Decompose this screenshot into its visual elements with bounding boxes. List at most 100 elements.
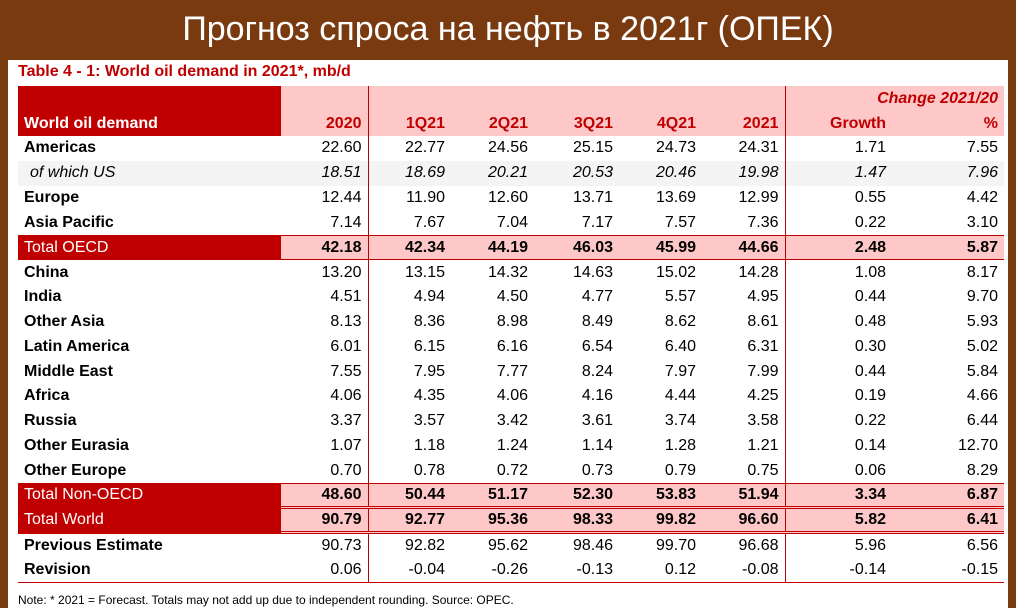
value-cell: 52.30 [534, 482, 619, 508]
value-cell: 1.71 [784, 136, 892, 161]
value-cell: 96.68 [702, 531, 785, 558]
value-cell: 7.95 [367, 359, 451, 384]
value-cell: 4.51 [330, 288, 362, 306]
value-cell: 4.50 [496, 288, 528, 306]
value-cell: 90.79 [281, 506, 368, 533]
value-cell: 4.95 [747, 288, 779, 306]
value-cell: 6.40 [664, 337, 696, 355]
value-cell: 13.20 [281, 259, 368, 285]
value-cell: 0.79 [664, 461, 696, 479]
col-header: 2Q21 [451, 112, 534, 136]
value-cell: 12.60 [487, 188, 528, 206]
row-label: Latin America [24, 337, 130, 355]
value-cell: 6.87 [892, 482, 1005, 508]
value-cell: 14.32 [451, 259, 534, 285]
value-cell: 5.57 [664, 288, 696, 306]
value-cell: 42.18 [281, 234, 368, 260]
value-cell: 8.62 [664, 312, 696, 330]
value-cell: 6.15 [367, 334, 451, 360]
value-cell: 7.99 [747, 362, 779, 380]
value-cell: 48.60 [281, 482, 368, 508]
row-label: Americas [24, 139, 97, 157]
value-cell: 4.77 [581, 288, 613, 306]
value-cell: 4.66 [966, 387, 999, 405]
value-cell: 4.16 [581, 387, 613, 405]
value-cell: 92.82 [367, 531, 451, 558]
value-cell: 24.56 [487, 139, 528, 157]
value-cell: 3.61 [581, 412, 613, 430]
value-cell: 8.24 [581, 362, 613, 380]
value-cell: 3.10 [966, 213, 999, 231]
table-row: India 4.51 4.94 4.50 4.77 5.57 4.95 0.44 9.70 [18, 284, 1004, 310]
value-cell: 98.33 [534, 506, 619, 533]
value-cell: 0.12 [619, 557, 702, 583]
value-cell: 5.96 [784, 531, 892, 558]
value-cell: 6.16 [496, 337, 528, 355]
table-row: Total World 90.79 92.77 95.36 98.33 99.82 96.6… [18, 506, 1005, 533]
value-cell: 4.94 [367, 284, 451, 310]
table-row: Asia Pacific 7.14 7.67 7.04 7.17 7.57 7.36 0.22… [18, 210, 1004, 236]
table-row: Americas 22.60 22.77 24.56 25.15 24.73 24.31 1.… [18, 136, 1004, 161]
value-cell: 45.99 [619, 234, 702, 260]
value-cell: 13.15 [367, 259, 451, 285]
value-cell: 14.28 [702, 259, 785, 285]
value-cell: -0.15 [892, 557, 1005, 583]
row-label: Other Europe [24, 461, 127, 479]
value-cell: 6.54 [581, 337, 613, 355]
oil-demand-table: Change 2021/20 World oil demand 2020 1Q2… [18, 86, 1005, 583]
value-cell: 3.57 [367, 408, 451, 434]
table-row: China 13.20 13.15 14.32 14.63 15.02 14.28 1.08 8… [18, 259, 1005, 285]
value-cell: 12.99 [738, 188, 779, 206]
table-row: of which US 18.51 18.69 20.21 20.53 20.46 19.9… [18, 160, 1005, 186]
value-cell: 53.83 [619, 482, 702, 508]
value-cell: 20.46 [619, 160, 702, 186]
value-cell: -0.04 [367, 557, 451, 583]
value-cell: 4.35 [367, 383, 451, 409]
value-cell: 0.73 [581, 461, 613, 479]
value-cell: 44.66 [702, 234, 785, 260]
value-cell: 22.77 [367, 136, 451, 161]
col-header: 2020 [281, 112, 368, 136]
row-label: Total World [18, 506, 281, 533]
value-cell: 0.44 [784, 359, 892, 384]
value-cell: 95.62 [451, 531, 534, 558]
header-label-cell-top [18, 86, 281, 112]
value-cell: 1.18 [367, 433, 451, 459]
table-row: Other Asia 8.13 8.36 8.98 8.49 8.62 8.61 0.48 5.… [18, 309, 1004, 335]
value-cell: 4.06 [496, 387, 528, 405]
value-cell: 5.84 [966, 362, 999, 380]
value-cell: 1.07 [330, 436, 362, 454]
value-cell: 0.22 [784, 210, 892, 236]
value-cell: 1.14 [581, 436, 613, 454]
value-cell: 99.70 [619, 531, 702, 558]
value-cell: 4.25 [747, 387, 779, 405]
table-row: Latin America 6.01 6.15 6.16 6.54 6.40 6.31 0.3… [18, 334, 1004, 360]
value-cell: 7.04 [496, 213, 528, 231]
row-label: Middle East [24, 362, 113, 380]
value-cell: 6.01 [330, 337, 362, 355]
value-cell: 0.70 [330, 461, 362, 479]
value-cell: 51.94 [702, 482, 785, 508]
row-label: Other Eurasia [24, 436, 129, 454]
table-row: Other Europe 0.70 0.78 0.72 0.73 0.79 0.75 0.06… [18, 458, 1004, 484]
value-cell: 20.21 [451, 160, 534, 186]
value-cell: 6.31 [747, 337, 779, 355]
row-label: Europe [24, 188, 80, 206]
value-cell: 0.48 [784, 309, 892, 335]
table-row: Middle East 7.55 7.95 7.77 8.24 7.97 7.99 0.44 5… [18, 359, 1004, 384]
col-header: Growth [784, 112, 892, 136]
value-cell: 24.31 [738, 139, 779, 157]
col-header: 4Q21 [619, 112, 702, 136]
col-header: % [892, 112, 1005, 136]
value-cell: 7.97 [664, 362, 696, 380]
value-cell: 3.37 [330, 412, 362, 430]
value-cell: 3.58 [747, 412, 779, 430]
value-cell: 8.29 [966, 461, 999, 479]
value-cell: 0.14 [784, 433, 892, 459]
value-cell: 25.15 [572, 139, 613, 157]
value-cell: 13.71 [572, 188, 613, 206]
value-cell: 0.75 [747, 461, 779, 479]
value-cell: 20.53 [534, 160, 619, 186]
value-cell: 0.19 [784, 383, 892, 409]
footnote: Note: * 2021 = Forecast. Totals may not … [18, 593, 514, 607]
